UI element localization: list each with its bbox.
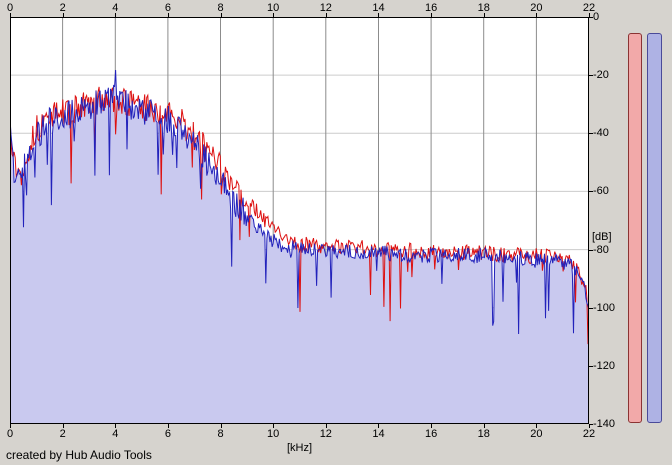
- x-axis-unit-label: [kHz]: [286, 442, 313, 454]
- y-axis-unit-label: [dB]: [592, 231, 612, 243]
- spectrum-plot: [9, 17, 590, 424]
- x-tick-mark-bottom: [483, 424, 485, 428]
- y-tick-mark: [589, 249, 593, 251]
- x-tick-label-top: 10: [267, 2, 280, 14]
- x-tick-mark-bottom: [589, 424, 590, 428]
- x-tick-label-top: 12: [319, 2, 332, 14]
- x-tick-mark-bottom: [536, 424, 538, 428]
- x-tick-label-bottom: 18: [477, 428, 490, 440]
- y-tick-mark: [589, 133, 593, 135]
- x-tick-label-bottom: 2: [59, 428, 66, 440]
- right-level-meter: [647, 33, 662, 423]
- x-tick-mark-top: [167, 13, 169, 17]
- x-tick-mark-bottom: [10, 424, 11, 428]
- x-tick-mark-bottom: [220, 424, 222, 428]
- x-tick-label-bottom: 20: [530, 428, 543, 440]
- x-tick-label-bottom: 4: [112, 428, 119, 440]
- credit-text: created by Hub Audio Tools: [6, 448, 152, 462]
- x-tick-mark-bottom: [378, 424, 380, 428]
- x-tick-label-top: 18: [477, 2, 490, 14]
- y-tick-label: -120: [593, 359, 616, 372]
- x-tick-label-bottom: 22: [582, 428, 596, 440]
- x-tick-mark-bottom: [62, 424, 64, 428]
- x-tick-label-bottom: 14: [372, 428, 385, 440]
- x-tick-mark-top: [483, 13, 485, 17]
- x-tick-mark-bottom: [115, 424, 117, 428]
- y-tick-mark: [589, 17, 593, 18]
- x-tick-mark-top: [431, 13, 433, 17]
- y-tick-label: 0: [593, 11, 600, 23]
- x-tick-mark-bottom: [431, 424, 433, 428]
- x-tick-mark-top: [115, 13, 117, 17]
- y-tick-label: -20: [593, 69, 609, 82]
- x-tick-mark-top: [10, 13, 11, 17]
- y-tick-label: -60: [593, 185, 609, 198]
- x-tick-label-bottom: 12: [319, 428, 332, 440]
- x-tick-label-top: 6: [164, 2, 171, 14]
- y-tick-mark: [589, 307, 593, 309]
- x-tick-mark-bottom: [273, 424, 275, 428]
- x-tick-mark-top: [273, 13, 275, 17]
- x-tick-label-top: 14: [372, 2, 385, 14]
- y-tick-mark: [589, 424, 593, 425]
- spectrum-svg: [9, 17, 590, 424]
- x-tick-label-top: 0: [6, 2, 14, 14]
- y-tick-label: -80: [593, 243, 609, 256]
- x-tick-label-top: 4: [112, 2, 119, 14]
- x-tick-label-bottom: 10: [267, 428, 280, 440]
- x-tick-mark-top: [589, 13, 590, 17]
- x-tick-label-top: 22: [582, 2, 596, 14]
- x-tick-label-top: 2: [59, 2, 66, 14]
- x-tick-mark-top: [325, 13, 327, 17]
- x-tick-mark-bottom: [167, 424, 169, 428]
- x-tick-mark-top: [378, 13, 380, 17]
- x-tick-mark-top: [62, 13, 64, 17]
- x-tick-mark-bottom: [325, 424, 327, 428]
- x-tick-label-bottom: 8: [217, 428, 224, 440]
- y-tick-mark: [589, 75, 593, 77]
- x-tick-label-bottom: 16: [424, 428, 438, 440]
- y-tick-label: -100: [593, 301, 616, 314]
- y-tick-mark: [589, 365, 593, 367]
- x-tick-label-top: 8: [217, 2, 224, 14]
- y-tick-mark: [589, 191, 593, 193]
- x-tick-label-bottom: 0: [6, 428, 14, 440]
- x-tick-mark-top: [536, 13, 538, 17]
- y-tick-label: -140: [593, 418, 616, 430]
- left-level-meter: [628, 33, 642, 423]
- x-tick-label-top: 16: [424, 2, 438, 14]
- x-tick-label-top: 20: [530, 2, 543, 14]
- y-tick-label: -40: [593, 127, 609, 140]
- x-tick-mark-top: [220, 13, 222, 17]
- x-tick-label-bottom: 6: [164, 428, 171, 440]
